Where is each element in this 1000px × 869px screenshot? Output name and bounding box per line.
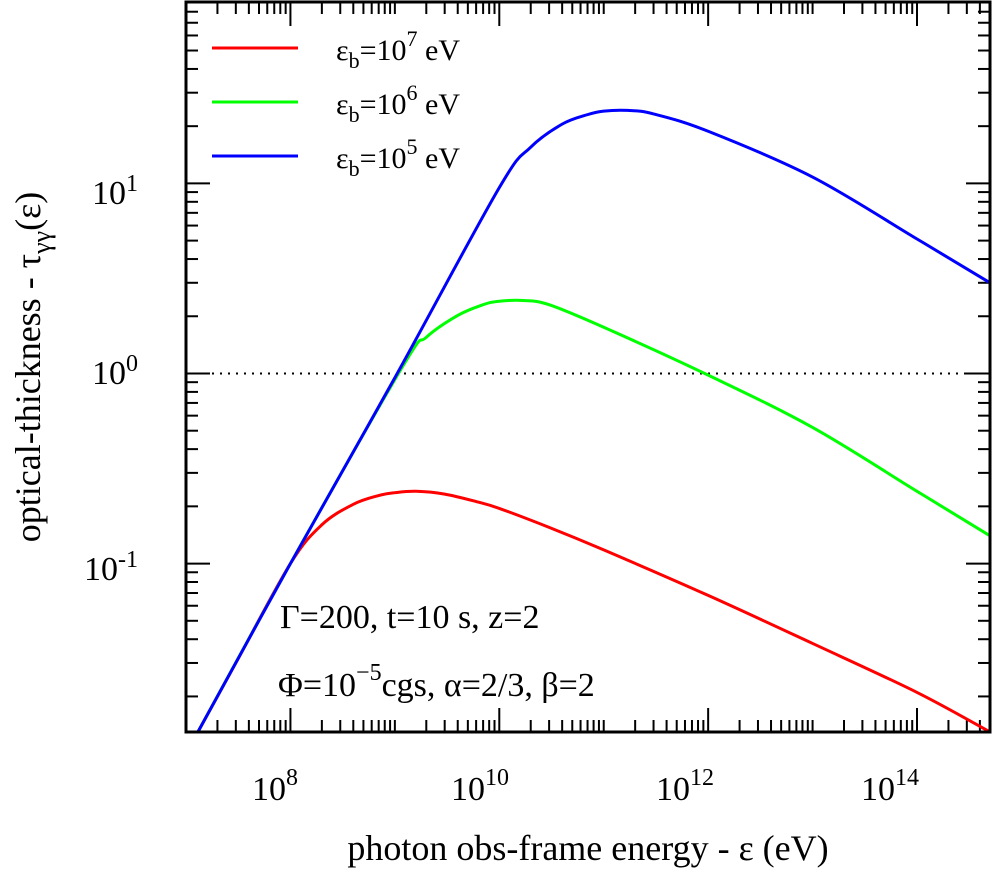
annotation-spectrum: Φ=10−5cgs, α=2/3, β=2 bbox=[278, 660, 595, 704]
plot-frame bbox=[184, 0, 992, 734]
x-axis-title: photon obs-frame energy - ε (eV) bbox=[347, 828, 828, 868]
series-line-eb-1e7 bbox=[196, 489, 990, 732]
series-line-eb-1e5 bbox=[196, 108, 990, 732]
annotation-parameters: Γ=200, t=10 s, z=2 bbox=[280, 599, 539, 636]
legend-label: εb=107 eV bbox=[336, 26, 460, 73]
y-tick-label: 101 bbox=[92, 171, 138, 212]
minor-ticks bbox=[185, 1, 991, 732]
x-tick-label: 1012 bbox=[656, 765, 714, 808]
y-tick-label: 100 bbox=[92, 351, 138, 392]
x-tick-label: 1014 bbox=[861, 765, 919, 808]
x-tick-label: 108 bbox=[252, 765, 298, 808]
legend-label: εb=106 eV bbox=[336, 80, 460, 127]
y-axis-title: optical-thickness - τγγ(ε) bbox=[8, 192, 56, 542]
x-tick-label: 1010 bbox=[451, 765, 509, 808]
major-ticks bbox=[186, 2, 990, 732]
legend-label: εb=105 eV bbox=[336, 134, 460, 181]
legend: εb=107 eV εb=106 eV εb=105 eV bbox=[212, 26, 460, 181]
y-tick-label: 10-1 bbox=[84, 547, 138, 588]
